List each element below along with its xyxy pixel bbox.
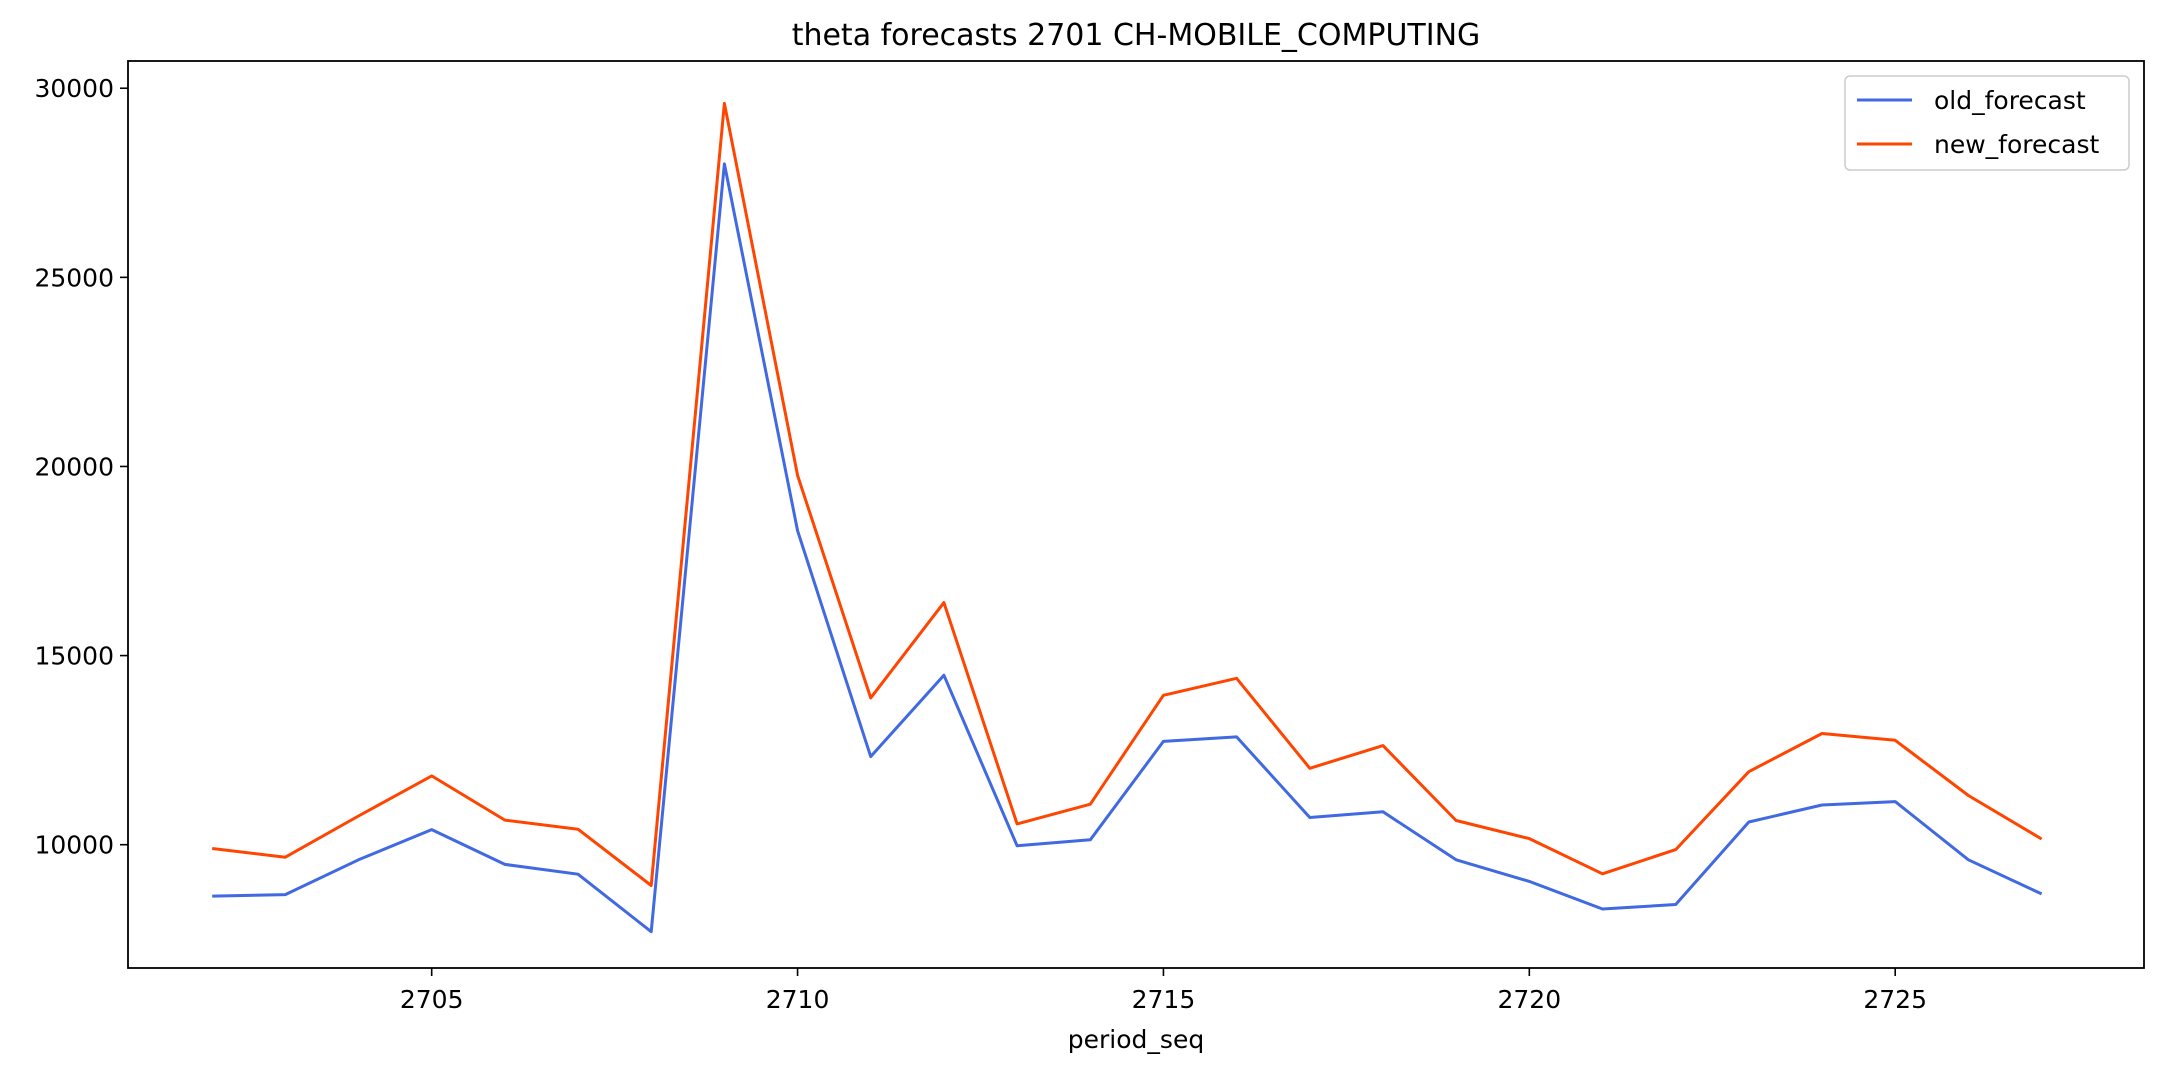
x-tick-label: 2715 [1132,985,1196,1014]
y-tick-label: 15000 [34,642,114,671]
x-tick-label: 2710 [766,985,830,1014]
y-axis: 10000 15000 20000 25000 30000 [34,74,128,860]
series-line-old-forecast [212,162,2043,934]
y-tick-label: 30000 [34,74,114,103]
y-tick-label: 10000 [34,831,114,860]
legend-label-new-forecast: new_forecast [1934,130,2099,159]
plot-frame [127,60,2145,969]
y-tick-label: 25000 [34,263,114,292]
x-tick-label: 2720 [1498,985,1562,1014]
series-line-new-forecast [212,101,2043,887]
x-axis: 2705 2710 2715 2720 2725 [400,968,1927,1014]
legend: old_forecast new_forecast [1844,75,2130,171]
x-axis-label: period_seq [1068,1025,1204,1054]
x-tick-label: 2725 [1863,985,1927,1014]
x-tick-label: 2705 [400,985,464,1014]
legend-label-old-forecast: old_forecast [1934,86,2086,115]
legend-box [1844,75,2130,171]
chart-title: theta forecasts 2701 CH-MOBILE_COMPUTING [792,18,1481,53]
series-layer [212,101,2043,934]
y-tick-label: 20000 [34,452,114,481]
